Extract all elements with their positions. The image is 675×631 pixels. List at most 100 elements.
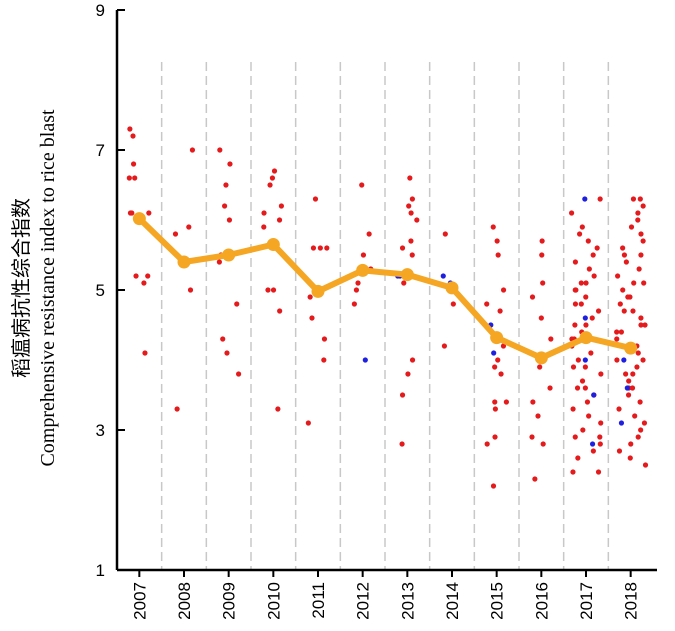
red-point [625,294,631,300]
y-ticks: 1 3 5 7 9 [96,1,125,580]
red-point [615,273,621,279]
red-point [490,224,496,230]
red-point [584,399,591,405]
red-point [450,301,456,307]
red-point [532,476,538,482]
red-point [220,336,226,342]
red-point [484,301,490,307]
y-tick-label: 7 [96,141,105,160]
red-point [127,126,133,132]
red-point [399,441,405,447]
blue-point [582,315,588,321]
red-point [588,350,594,356]
red-point [529,294,536,300]
red-point [409,196,415,202]
red-point [621,252,628,258]
red-point [635,350,641,356]
red-point [636,266,642,272]
red-point [530,399,536,405]
red-point [500,287,507,293]
red-point [141,280,147,286]
red-point [627,455,633,461]
red-point [216,259,222,265]
red-point [492,406,498,412]
red-point [535,413,541,419]
red-point [630,371,636,377]
red-point [570,364,577,370]
mean-point [445,281,459,295]
y-tick-label: 5 [96,281,105,300]
red-point [635,217,641,223]
red-point [625,392,632,398]
red-point [492,399,498,405]
red-point [640,357,646,363]
red-point [267,182,273,188]
red-point [583,294,589,300]
mean-point [490,331,504,345]
red-point [638,315,644,321]
red-point [407,175,413,181]
red-point [539,252,545,258]
x-tick-label: 2007 [130,582,149,620]
red-point [614,357,620,363]
red-point [187,287,194,293]
red-point [626,378,632,384]
red-point [142,350,148,356]
mean-point [266,238,280,251]
red-point [540,441,546,447]
mean-point [132,212,146,226]
red-point [630,308,636,314]
blue-point [582,357,588,363]
red-point [641,280,647,286]
red-point [589,315,595,321]
red-point [278,203,284,209]
red-point [638,252,644,258]
x-tick-label: 2010 [264,582,283,620]
red-point [261,224,267,230]
red-point [270,287,277,293]
red-point [174,406,180,412]
x-tick-label: 2017 [577,582,596,620]
red-point [406,203,412,209]
red-point [409,357,416,363]
red-point [597,434,603,440]
red-point [312,196,319,202]
red-point [597,196,603,202]
red-point [590,252,596,258]
red-point [133,273,139,279]
red-point [623,259,629,265]
red-point [276,217,283,223]
red-point [360,252,367,258]
red-point [126,175,132,181]
red-point [401,280,407,286]
red-point [414,217,420,223]
blue-point [440,273,446,279]
red-point [305,420,311,426]
red-point [638,427,644,433]
mean-point [356,263,370,277]
mean-point [222,248,236,262]
blue-point [589,441,596,447]
red-point [572,322,578,328]
x-tick-label: 2008 [175,582,194,620]
red-point [628,224,635,230]
red-point [351,301,357,307]
red-point [637,196,643,202]
red-point [441,343,448,349]
red-point [572,301,579,307]
red-point [623,371,629,377]
red-point [583,322,589,328]
red-point [490,483,497,489]
red-point [223,182,229,188]
red-point [598,420,604,426]
red-point [172,231,179,237]
red-point [586,413,592,419]
red-point [638,231,644,237]
red-point [494,238,500,244]
red-point [484,441,490,447]
red-point [234,301,240,307]
red-point [594,245,600,251]
y-tick-label: 9 [96,1,105,20]
red-point [261,210,267,216]
